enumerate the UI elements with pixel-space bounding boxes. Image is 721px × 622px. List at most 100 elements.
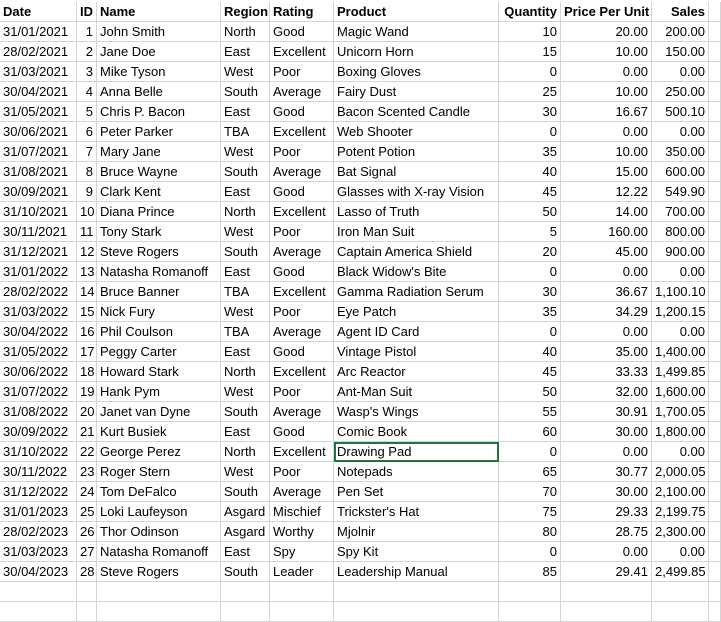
cell-rating[interactable]: Spy: [270, 542, 334, 562]
cell-name[interactable]: Mike Tyson: [97, 62, 221, 82]
cell-id[interactable]: 6: [77, 122, 97, 142]
cell-date[interactable]: 31/12/2021: [0, 242, 77, 262]
cell-product[interactable]: Magic Wand: [334, 22, 499, 42]
cell-date[interactable]: 30/11/2022: [0, 462, 77, 482]
cell-sales[interactable]: 1,700.05: [652, 402, 709, 422]
cell-id[interactable]: 27: [77, 542, 97, 562]
cell-quantity[interactable]: 40: [499, 162, 561, 182]
empty-cell[interactable]: [709, 242, 721, 262]
column-header-rating[interactable]: Rating: [270, 2, 334, 22]
cell-quantity[interactable]: 15: [499, 42, 561, 62]
cell-rating[interactable]: Poor: [270, 302, 334, 322]
cell-rating[interactable]: Excellent: [270, 42, 334, 62]
empty-cell[interactable]: [709, 62, 721, 82]
cell-product[interactable]: Bacon Scented Candle: [334, 102, 499, 122]
empty-cell[interactable]: [709, 342, 721, 362]
cell-date[interactable]: 31/01/2021: [0, 22, 77, 42]
cell-id[interactable]: 10: [77, 202, 97, 222]
cell-name[interactable]: Loki Laufeyson: [97, 502, 221, 522]
column-header-name[interactable]: Name: [97, 2, 221, 22]
cell-product[interactable]: Fairy Dust: [334, 82, 499, 102]
cell-region[interactable]: TBA: [221, 282, 270, 302]
cell-sales[interactable]: 500.10: [652, 102, 709, 122]
cell-name[interactable]: Mary Jane: [97, 142, 221, 162]
cell-price-per-unit[interactable]: 0.00: [561, 442, 652, 462]
cell-price-per-unit[interactable]: 0.00: [561, 122, 652, 142]
empty-cell[interactable]: [0, 602, 77, 622]
cell-product[interactable]: Vintage Pistol: [334, 342, 499, 362]
cell-price-per-unit[interactable]: 30.00: [561, 482, 652, 502]
cell-date[interactable]: 31/08/2021: [0, 162, 77, 182]
cell-date[interactable]: 31/03/2023: [0, 542, 77, 562]
cell-sales[interactable]: 600.00: [652, 162, 709, 182]
cell-quantity[interactable]: 35: [499, 142, 561, 162]
cell-name[interactable]: Bruce Wayne: [97, 162, 221, 182]
cell-product[interactable]: Unicorn Horn: [334, 42, 499, 62]
cell-date[interactable]: 31/03/2022: [0, 302, 77, 322]
empty-cell[interactable]: [270, 582, 334, 602]
cell-region[interactable]: Asgard: [221, 502, 270, 522]
cell-sales[interactable]: 0.00: [652, 442, 709, 462]
cell-quantity[interactable]: 55: [499, 402, 561, 422]
cell-name[interactable]: Peggy Carter: [97, 342, 221, 362]
column-header-product[interactable]: Product: [334, 2, 499, 22]
cell-name[interactable]: Steve Rogers: [97, 562, 221, 582]
cell-date[interactable]: 31/07/2022: [0, 382, 77, 402]
cell-region[interactable]: South: [221, 242, 270, 262]
empty-cell[interactable]: [709, 122, 721, 142]
cell-id[interactable]: 21: [77, 422, 97, 442]
cell-price-per-unit[interactable]: 30.77: [561, 462, 652, 482]
cell-rating[interactable]: Worthy: [270, 522, 334, 542]
cell-price-per-unit[interactable]: 33.33: [561, 362, 652, 382]
cell-rating[interactable]: Mischief: [270, 502, 334, 522]
cell-id[interactable]: 23: [77, 462, 97, 482]
cell-sales[interactable]: 700.00: [652, 202, 709, 222]
cell-date[interactable]: 31/03/2021: [0, 62, 77, 82]
cell-region[interactable]: South: [221, 402, 270, 422]
cell-product[interactable]: Wasp's Wings: [334, 402, 499, 422]
cell-region[interactable]: West: [221, 382, 270, 402]
cell-product[interactable]: Black Widow's Bite: [334, 262, 499, 282]
cell-price-per-unit[interactable]: 16.67: [561, 102, 652, 122]
empty-cell[interactable]: [221, 582, 270, 602]
cell-quantity[interactable]: 35: [499, 302, 561, 322]
empty-cell[interactable]: [709, 162, 721, 182]
cell-name[interactable]: Diana Prince: [97, 202, 221, 222]
cell-product[interactable]: Glasses with X-ray Vision: [334, 182, 499, 202]
cell-quantity[interactable]: 25: [499, 82, 561, 102]
cell-sales[interactable]: 1,400.00: [652, 342, 709, 362]
cell-rating[interactable]: Good: [270, 182, 334, 202]
cell-price-per-unit[interactable]: 15.00: [561, 162, 652, 182]
cell-price-per-unit[interactable]: 35.00: [561, 342, 652, 362]
cell-rating[interactable]: Good: [270, 262, 334, 282]
cell-name[interactable]: Tony Stark: [97, 222, 221, 242]
cell-name[interactable]: Clark Kent: [97, 182, 221, 202]
cell-name[interactable]: Steve Rogers: [97, 242, 221, 262]
empty-cell[interactable]: [709, 282, 721, 302]
cell-name[interactable]: Nick Fury: [97, 302, 221, 322]
empty-cell[interactable]: [709, 542, 721, 562]
cell-price-per-unit[interactable]: 10.00: [561, 82, 652, 102]
cell-sales[interactable]: 250.00: [652, 82, 709, 102]
cell-id[interactable]: 11: [77, 222, 97, 242]
cell-sales[interactable]: 1,200.15: [652, 302, 709, 322]
cell-price-per-unit[interactable]: 20.00: [561, 22, 652, 42]
cell-name[interactable]: Natasha Romanoff: [97, 262, 221, 282]
cell-date[interactable]: 31/12/2022: [0, 482, 77, 502]
cell-region[interactable]: North: [221, 442, 270, 462]
cell-sales[interactable]: 2,199.75: [652, 502, 709, 522]
cell-price-per-unit[interactable]: 10.00: [561, 142, 652, 162]
cell-quantity[interactable]: 0: [499, 262, 561, 282]
empty-cell[interactable]: [97, 582, 221, 602]
cell-price-per-unit[interactable]: 34.29: [561, 302, 652, 322]
empty-cell[interactable]: [499, 582, 561, 602]
cell-price-per-unit[interactable]: 0.00: [561, 542, 652, 562]
empty-cell[interactable]: [709, 562, 721, 582]
cell-rating[interactable]: Poor: [270, 62, 334, 82]
empty-cell[interactable]: [709, 142, 721, 162]
cell-price-per-unit[interactable]: 0.00: [561, 322, 652, 342]
cell-quantity[interactable]: 20: [499, 242, 561, 262]
cell-sales[interactable]: 350.00: [652, 142, 709, 162]
cell-sales[interactable]: 549.90: [652, 182, 709, 202]
cell-region[interactable]: West: [221, 462, 270, 482]
